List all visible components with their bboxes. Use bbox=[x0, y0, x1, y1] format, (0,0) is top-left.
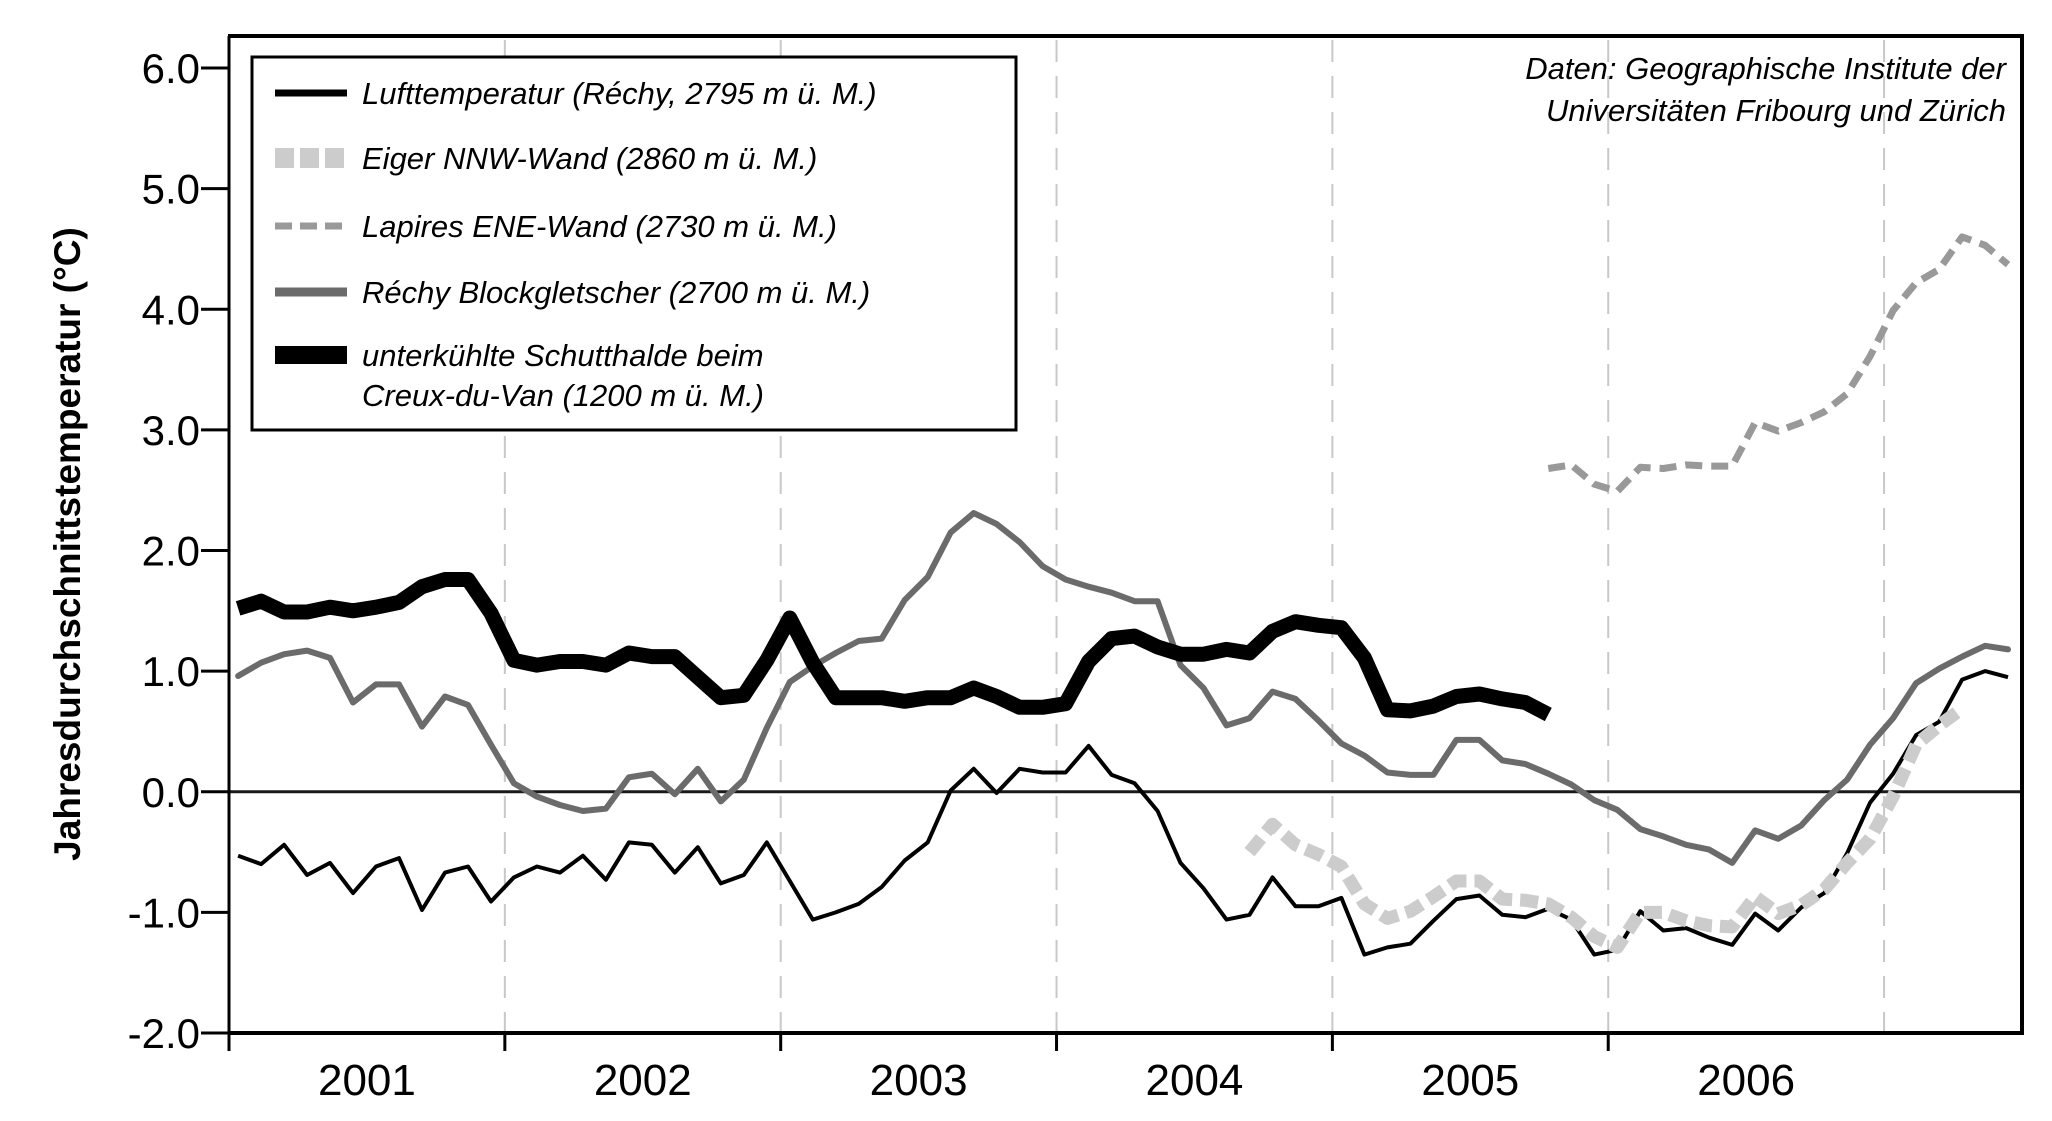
legend-label: Lapires ENE-Wand (2730 m ü. M.) bbox=[362, 209, 837, 244]
axes bbox=[227, 34, 2024, 1035]
legend-item: unterkühlte Schutthalde beim Creux-du-Van… bbox=[275, 338, 764, 413]
legend-label: Eiger NNW-Wand (2860 m ü. M.) bbox=[362, 141, 817, 176]
legend-item: Réchy Blockgletscher (2700 m ü. M.) bbox=[275, 275, 870, 310]
legend-item: Eiger NNW-Wand (2860 m ü. M.) bbox=[275, 141, 817, 176]
y-tick-label: 2.0 bbox=[142, 528, 200, 575]
y-tick-label: 6.0 bbox=[142, 45, 200, 92]
series-unterkühlte bbox=[235, 572, 1552, 722]
legend-item: Lapires ENE-Wand (2730 m ü. M.) bbox=[275, 209, 837, 244]
x-tick-label: 2005 bbox=[1421, 1056, 1519, 1105]
data-source-note-line-2: Universitäten Fribourg und Zürich bbox=[1546, 93, 2006, 128]
series-réchy bbox=[235, 510, 2011, 866]
legend-label: unterkühlte Schutthalde beim bbox=[362, 338, 764, 373]
legend: Lufttemperatur (Réchy, 2795 m ü. M.) Eige… bbox=[250, 55, 1018, 432]
y-tick-label: -1.0 bbox=[128, 889, 200, 936]
y-tick-label: 3.0 bbox=[142, 407, 200, 454]
y-tick-label: 4.0 bbox=[142, 286, 200, 333]
data-source-note: Daten: Geographische Institute der Unive… bbox=[1525, 51, 2007, 128]
series-lufttemperatur bbox=[237, 669, 2009, 957]
series-line bbox=[237, 669, 2009, 957]
legend-label: Lufttemperatur (Réchy, 2795 m ü. M.) bbox=[362, 76, 877, 111]
legend-label: Creux-du-Van (1200 m ü. M.) bbox=[362, 378, 764, 413]
y-tick-label: 0.0 bbox=[142, 769, 200, 816]
series-line bbox=[1547, 233, 2011, 495]
legend-box bbox=[250, 55, 1018, 432]
y-axis-label: Jahresdurchschnittstemperatur (°C) bbox=[47, 227, 88, 861]
x-tick-label: 2001 bbox=[318, 1056, 416, 1105]
y-tick-label: 5.0 bbox=[142, 166, 200, 213]
series-eiger bbox=[1244, 703, 1966, 954]
x-tick-label: 2004 bbox=[1146, 1056, 1244, 1105]
y-tick-label: 1.0 bbox=[142, 648, 200, 695]
series-line bbox=[235, 510, 2011, 866]
x-tick-label: 2006 bbox=[1697, 1056, 1795, 1105]
series-lapires bbox=[1547, 233, 2011, 495]
x-tick-label: 2003 bbox=[870, 1056, 968, 1105]
legend-label: Réchy Blockgletscher (2700 m ü. M.) bbox=[362, 275, 870, 310]
y-tick-label: -2.0 bbox=[128, 1010, 200, 1057]
series-line bbox=[235, 572, 1552, 722]
y-axis-ticks: -2.0 -1.0 0.0 1.0 2.0 3.0 4.0 5.0 6.0 bbox=[128, 45, 229, 1057]
data-source-note-line-1: Daten: Geographische Institute der bbox=[1525, 51, 2007, 86]
x-axis-ticks: 2001 2002 2003 2004 2005 2006 bbox=[227, 1033, 1795, 1105]
legend-item: Lufttemperatur (Réchy, 2795 m ü. M.) bbox=[275, 76, 877, 111]
series-layer bbox=[235, 233, 2011, 957]
series-line bbox=[1244, 703, 1966, 954]
x-tick-label: 2002 bbox=[594, 1056, 692, 1105]
